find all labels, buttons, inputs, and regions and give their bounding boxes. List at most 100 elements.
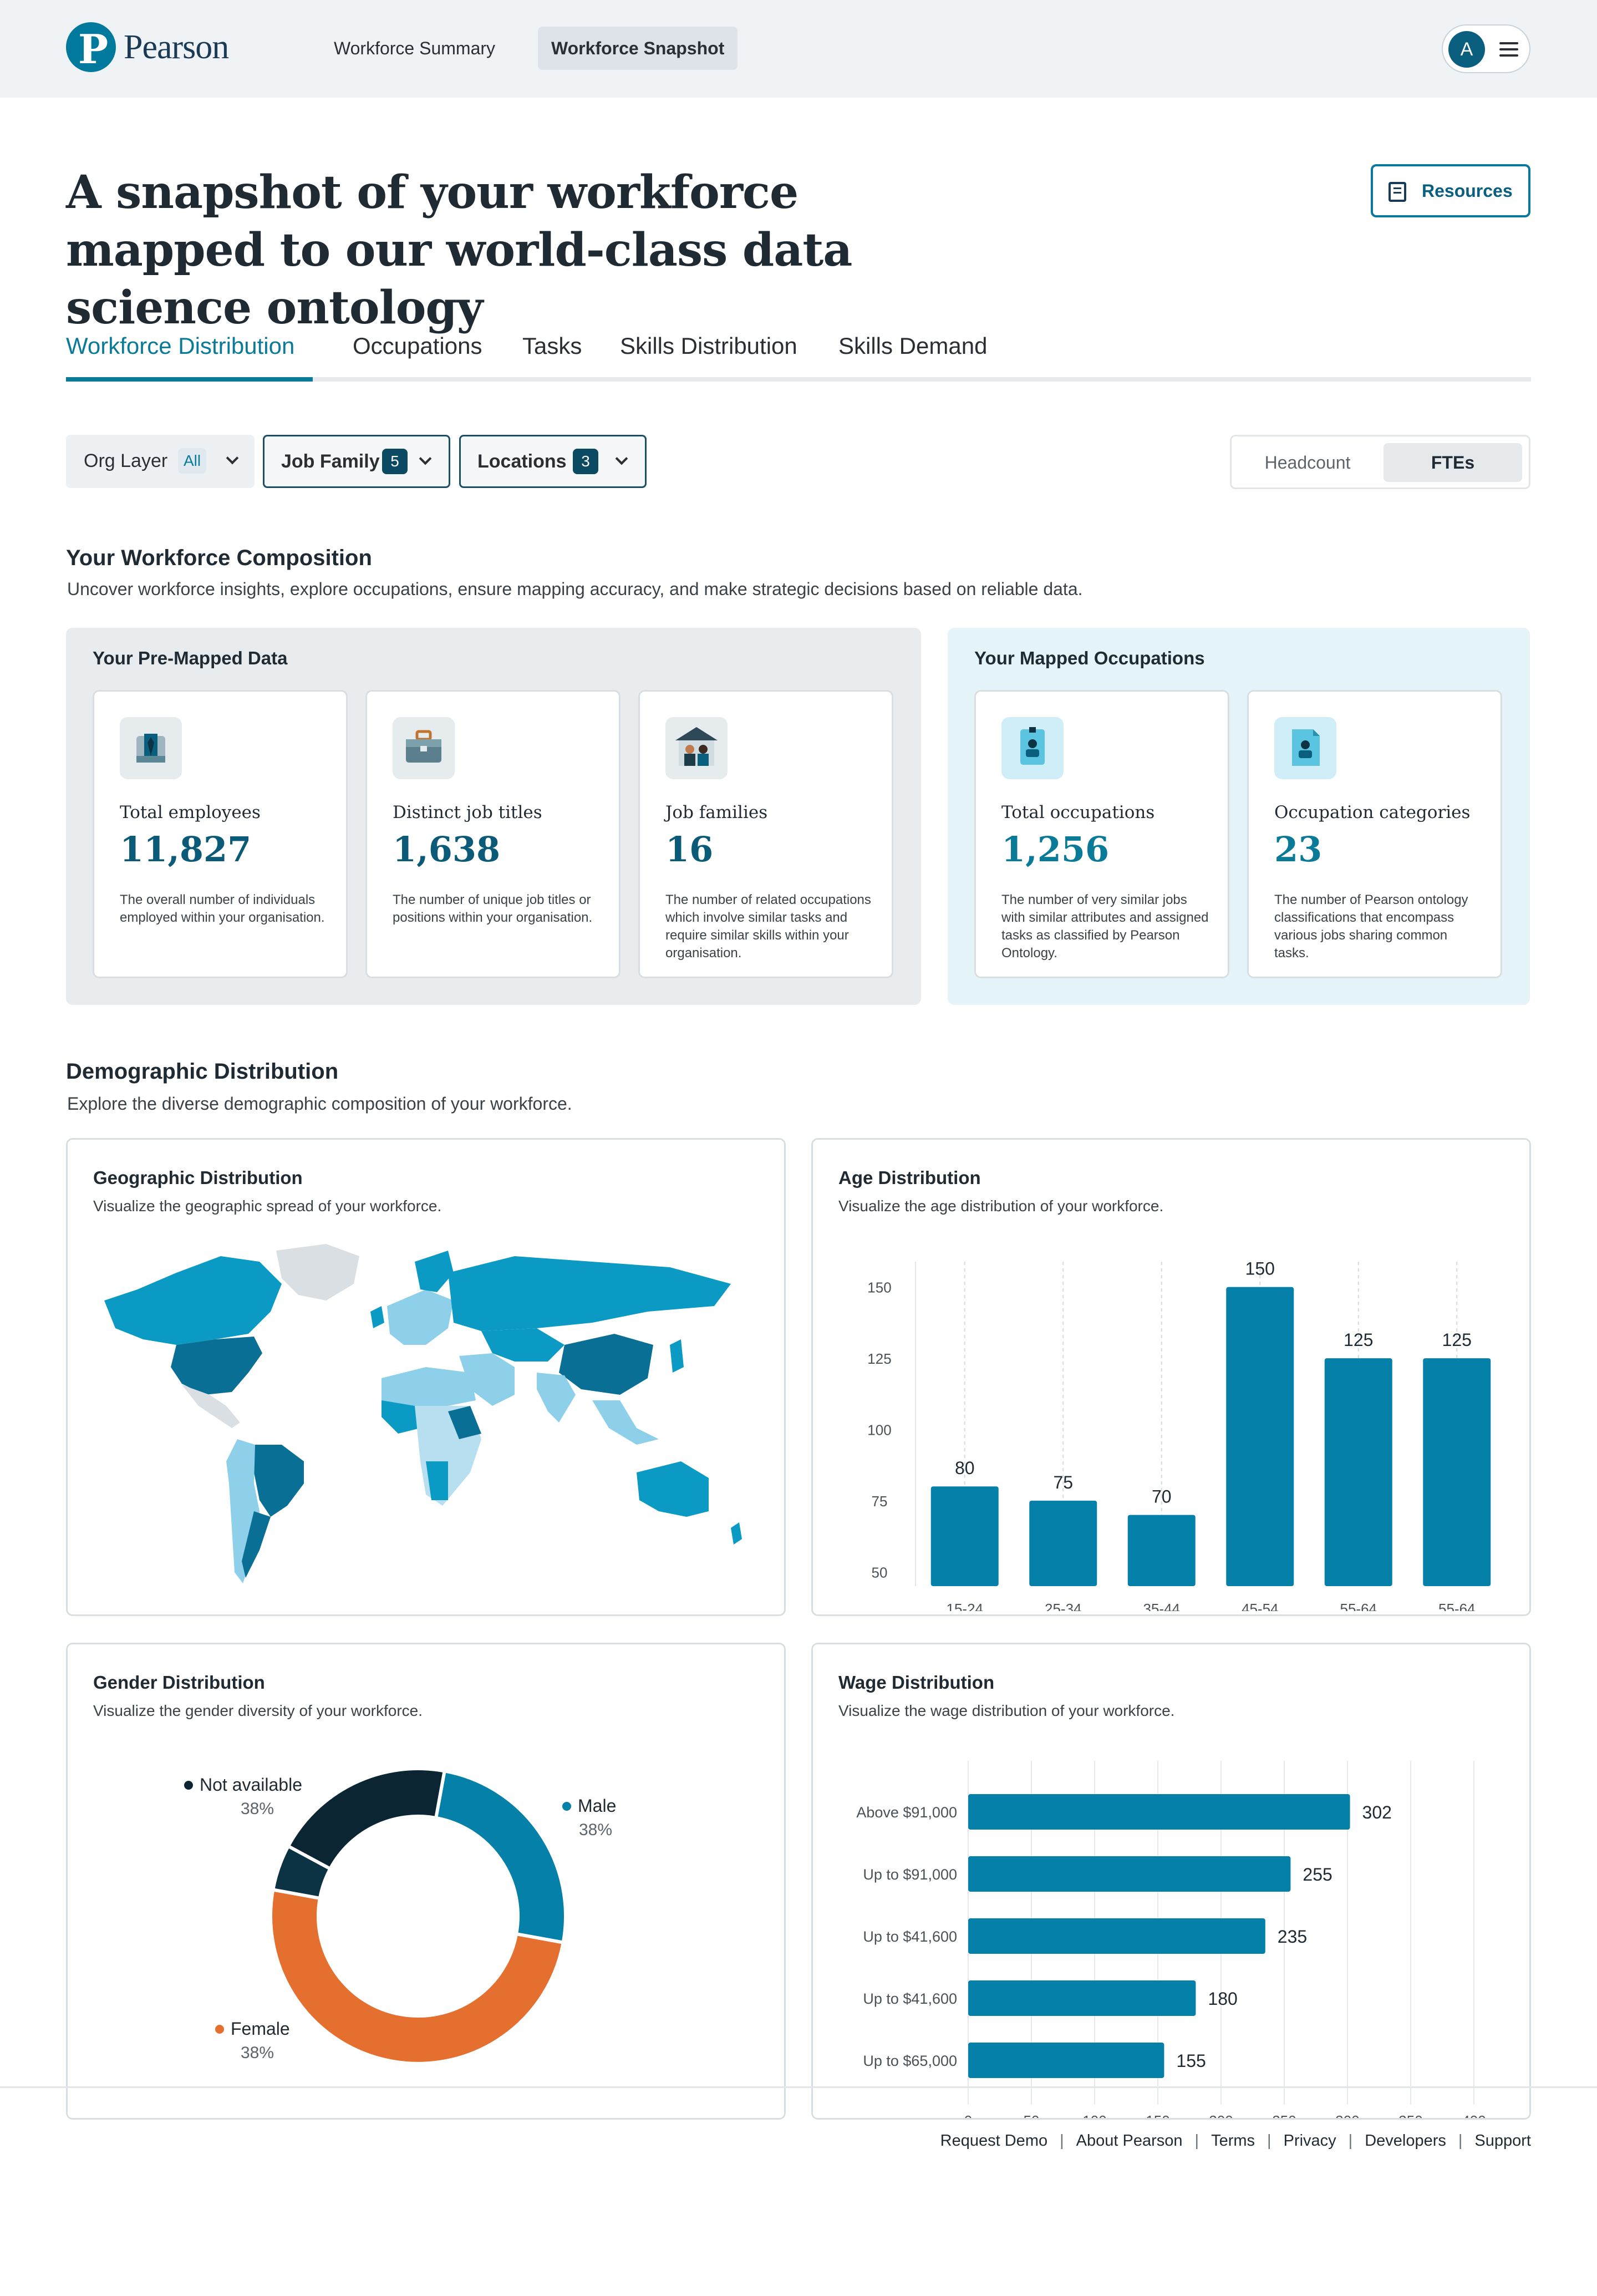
stat-value: 1,256 — [1001, 829, 1110, 870]
wage-bar — [968, 1794, 1350, 1830]
mapped-panel: Your Mapped Occupations Total occupation… — [948, 628, 1530, 1005]
bar-value-label: 255 — [1303, 1865, 1332, 1884]
org-layer-badge: All — [178, 448, 207, 474]
toggle-headcount[interactable]: Headcount — [1264, 453, 1351, 473]
brand-name: Pearson — [124, 28, 229, 66]
bar-value-label: 150 — [1245, 1259, 1275, 1279]
card-title: Age Distribution — [838, 1167, 981, 1188]
footer-link-developers[interactable]: Developers — [1365, 2132, 1446, 2150]
donut-segment — [286, 1767, 447, 1871]
stat-card-distinct-job-titles: Distinct job titles 1,638 The number of … — [365, 690, 621, 978]
map-region-east-africa — [448, 1406, 481, 1439]
pearson-logo-icon: P — [66, 22, 116, 73]
job-family-label: Job Family — [281, 451, 380, 472]
x-tick-label: 15-24 — [947, 1601, 984, 1611]
tab-tasks[interactable]: Tasks — [522, 333, 582, 359]
donut-segment — [269, 1887, 566, 2065]
locations-badge: 3 — [573, 449, 598, 474]
demographic-title: Demographic Distribution — [66, 1059, 339, 1084]
x-tick-label: 250 — [1272, 2112, 1296, 2120]
tab-skills-demand[interactable]: Skills Demand — [838, 333, 988, 359]
wage-card: Wage Distribution Visualize the wage dis… — [811, 1643, 1531, 2120]
org-layer-filter[interactable]: Org Layer All — [66, 435, 255, 488]
card-title: Gender Distribution — [93, 1672, 265, 1693]
card-subtitle: Visualize the wage distribution of your … — [838, 1702, 1175, 1719]
legend-label: Not available — [200, 1775, 302, 1795]
stat-value: 23 — [1274, 829, 1323, 870]
footer-link-privacy[interactable]: Privacy — [1283, 2132, 1336, 2150]
geographic-card: Geographic Distribution Visualize the ge… — [66, 1138, 786, 1616]
map-region-usa — [171, 1337, 262, 1395]
map-region-uk — [370, 1306, 384, 1328]
card-subtitle: Visualize the age distribution of your w… — [838, 1197, 1164, 1215]
y-category-label: Above $91,000 — [856, 1804, 957, 1821]
composition-title: Your Workforce Composition — [66, 546, 372, 570]
age-bar — [930, 1486, 999, 1586]
y-category-label: Up to $41,600 — [863, 1928, 957, 1945]
wage-bar — [968, 1980, 1196, 2016]
avatar[interactable]: A — [1448, 31, 1485, 68]
footer-divider — [0, 2086, 1597, 2088]
y-category-label: Up to $41,600 — [863, 1990, 957, 2007]
toggle-ftes[interactable]: FTEs — [1384, 443, 1522, 482]
footer-link-request-demo[interactable]: Request Demo — [940, 2132, 1048, 2150]
map-region-southeast-asia — [592, 1400, 659, 1445]
age-bar — [1324, 1358, 1392, 1586]
legend-dot — [215, 2025, 224, 2034]
mapped-title: Your Mapped Occupations — [974, 648, 1205, 668]
x-tick-label: 300 — [1335, 2112, 1359, 2120]
stat-card-total-occupations: Total occupations 1,256 The number of ve… — [974, 690, 1229, 978]
stat-value: 1,638 — [393, 829, 501, 870]
bar-value-label: 75 — [1053, 1472, 1073, 1492]
card-subtitle: Visualize the gender diversity of your w… — [93, 1702, 423, 1719]
stat-description: The overall number of individuals employ… — [120, 892, 325, 925]
gender-card: Gender Distribution Visualize the gender… — [66, 1643, 786, 2120]
wage-bar — [968, 2043, 1164, 2078]
nav-workforce-snapshot[interactable]: Workforce Snapshot — [538, 27, 738, 70]
map-region-europe — [387, 1289, 454, 1345]
tab-skills-distribution[interactable]: Skills Distribution — [620, 333, 797, 359]
x-tick-label: 35-44 — [1143, 1601, 1181, 1611]
resources-button[interactable]: Resources — [1371, 164, 1530, 217]
bar-value-label: 180 — [1208, 1989, 1237, 2009]
x-tick-label: 150 — [1146, 2112, 1169, 2120]
map-region-china — [559, 1334, 653, 1395]
stat-label: Distinct job titles — [393, 802, 542, 822]
badge-icon — [1001, 717, 1064, 779]
bar-value-label: 125 — [1344, 1330, 1373, 1350]
menu-icon[interactable] — [1499, 42, 1518, 57]
footer-link-terms[interactable]: Terms — [1211, 2132, 1255, 2150]
map-region-brazil — [254, 1445, 304, 1517]
age-bar — [1423, 1358, 1491, 1586]
bar-value-label: 70 — [1152, 1487, 1172, 1507]
gender-donut-chart: Male 38% Female 38% Not available 38% — [184, 1767, 616, 2065]
user-menu[interactable]: A — [1442, 24, 1530, 73]
x-tick-label: 50 — [1024, 2112, 1040, 2120]
wage-bar — [968, 1856, 1291, 1892]
stat-description: The number of Pearson ontology classific… — [1274, 892, 1468, 961]
bar-value-label: 155 — [1176, 2051, 1206, 2071]
footer-link-about-pearson[interactable]: About Pearson — [1076, 2132, 1183, 2150]
page-title: A snapshot of your workforce mapped to o… — [66, 166, 852, 334]
locations-filter[interactable]: Locations 3 — [459, 435, 647, 488]
stat-card-job-families: Job families 16 The number of related oc… — [638, 690, 893, 978]
pearson-logo[interactable]: P Pearson — [66, 22, 229, 73]
map-region-central-asia — [481, 1328, 564, 1362]
chevron-down-icon — [615, 452, 628, 465]
age-bar-chart: 150 125 100 75 50 80 15-24 75 25-34 70 35-44 150 45-… — [867, 1259, 1491, 1611]
stat-value: 16 — [665, 829, 714, 870]
tab-occupations[interactable]: Occupations — [353, 333, 482, 359]
age-card: Age Distribution Visualize the age distr… — [811, 1138, 1531, 1616]
y-tick-label: 75 — [872, 1493, 888, 1510]
x-tick-label: 55-64 — [1438, 1601, 1476, 1611]
nav-workforce-summary[interactable]: Workforce Summary — [334, 38, 496, 58]
job-family-filter[interactable]: Job Family 5 — [263, 435, 450, 488]
headcount-fte-toggle[interactable]: Headcount FTEs — [1230, 435, 1530, 489]
tab-workforce-distribution[interactable]: Workforce Distribution — [66, 333, 295, 359]
wage-bar — [968, 1918, 1265, 1954]
stat-card-occupation-categories: Occupation categories 23 The number of P… — [1247, 690, 1502, 978]
map-region-japan — [670, 1339, 684, 1373]
world-map[interactable] — [93, 1240, 759, 1594]
footer-link-support[interactable]: Support — [1474, 2132, 1531, 2150]
demographic-subtitle: Explore the diverse demographic composit… — [67, 1094, 572, 1114]
